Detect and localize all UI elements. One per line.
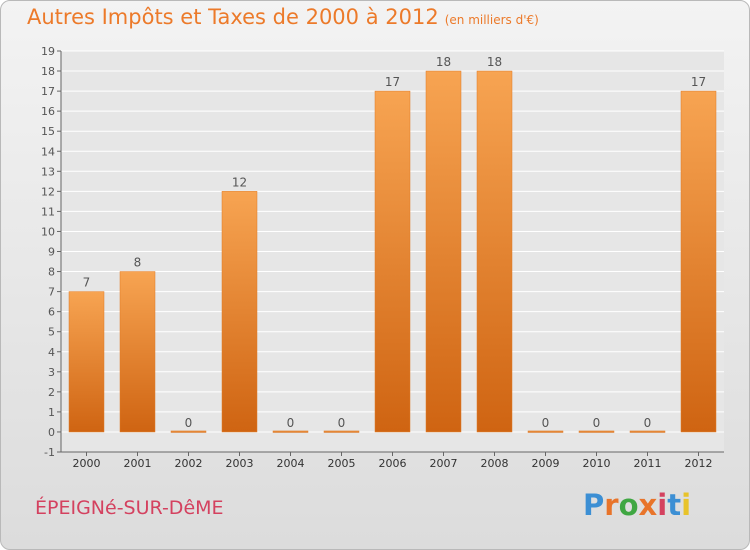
x-tick-label-2010: 2010 <box>583 457 611 470</box>
commune-name: ÉPEIGNé-SUR-DêME <box>35 497 224 519</box>
x-tick-label-2009: 2009 <box>532 457 560 470</box>
x-tick-label-2007: 2007 <box>430 457 458 470</box>
bar-2009 <box>527 430 564 433</box>
y-tick-label: 17 <box>41 85 55 98</box>
bar-2001 <box>119 271 156 433</box>
y-tick-label: 0 <box>48 426 55 439</box>
x-tick-label-2002: 2002 <box>175 457 203 470</box>
y-tick-label: 16 <box>41 105 55 118</box>
logo-letter: o <box>618 488 639 522</box>
y-tick-label: -1 <box>44 446 55 459</box>
x-tick-label-2008: 2008 <box>481 457 509 470</box>
x-tick-label-2006: 2006 <box>379 457 407 470</box>
data-label-2011: 0 <box>644 416 652 430</box>
logo-letter: r <box>604 488 619 522</box>
data-label-2000: 7 <box>83 276 91 290</box>
y-tick-label: 15 <box>41 125 55 138</box>
data-label-2009: 0 <box>542 416 550 430</box>
x-tick-label-2003: 2003 <box>226 457 254 470</box>
bar-2000 <box>68 291 105 433</box>
y-tick-label: 13 <box>41 165 55 178</box>
data-label-2012: 17 <box>691 75 706 89</box>
y-tick-label: 4 <box>48 346 55 359</box>
logo-letter: i <box>657 488 668 522</box>
bar-2004 <box>272 430 309 433</box>
data-label-2003: 12 <box>232 175 247 189</box>
logo-letter: P <box>583 488 605 522</box>
y-tick-label: 8 <box>48 266 55 279</box>
chart-title-text: Autres Impôts et Taxes de 2000 à 2012 <box>27 5 439 29</box>
data-label-2010: 0 <box>593 416 601 430</box>
proxiti-logo: Proxiti <box>583 488 691 522</box>
bar-2010 <box>578 430 615 433</box>
y-tick-label: 3 <box>48 366 55 379</box>
chart-title: Autres Impôts et Taxes de 2000 à 2012 (en… <box>27 5 539 29</box>
unit-note: (en milliers d'€) <box>444 13 539 27</box>
data-label-2001: 8 <box>134 256 142 270</box>
x-tick-label-2012: 2012 <box>685 457 713 470</box>
bar-2008 <box>476 70 513 433</box>
bar-2005 <box>323 430 360 433</box>
y-tick-label: 1 <box>48 406 55 419</box>
bar-2007 <box>425 70 462 433</box>
logo-letter: x <box>638 488 658 522</box>
y-tick-label: 18 <box>41 65 55 78</box>
bar-2011 <box>629 430 666 433</box>
y-tick-label: 5 <box>48 326 55 339</box>
x-tick-label-2004: 2004 <box>277 457 305 470</box>
y-tick-label: 14 <box>41 145 55 158</box>
y-tick-label: 6 <box>48 306 55 319</box>
logo-letter: i <box>681 488 692 522</box>
bar-2002 <box>170 430 207 433</box>
bar-2003 <box>221 191 258 433</box>
y-tick-label: 12 <box>41 185 55 198</box>
data-label-2005: 0 <box>338 416 346 430</box>
y-tick-label: 7 <box>48 286 55 299</box>
x-tick-label-2000: 2000 <box>73 457 101 470</box>
y-tick-label: 19 <box>41 45 55 58</box>
x-tick-label-2005: 2005 <box>328 457 356 470</box>
x-tick-label-2011: 2011 <box>634 457 662 470</box>
data-label-2008: 18 <box>487 55 502 69</box>
x-tick-label-2001: 2001 <box>124 457 152 470</box>
bar-2012 <box>680 90 717 433</box>
data-label-2007: 18 <box>436 55 451 69</box>
data-label-2002: 0 <box>185 416 193 430</box>
y-tick-label: 10 <box>41 225 55 238</box>
y-tick-label: 11 <box>41 205 55 218</box>
y-tick-label: 9 <box>48 246 55 259</box>
data-label-2006: 17 <box>385 75 400 89</box>
bar-2006 <box>374 90 411 433</box>
data-label-2004: 0 <box>287 416 295 430</box>
logo-letter: t <box>667 488 682 522</box>
y-tick-label: 2 <box>48 386 55 399</box>
